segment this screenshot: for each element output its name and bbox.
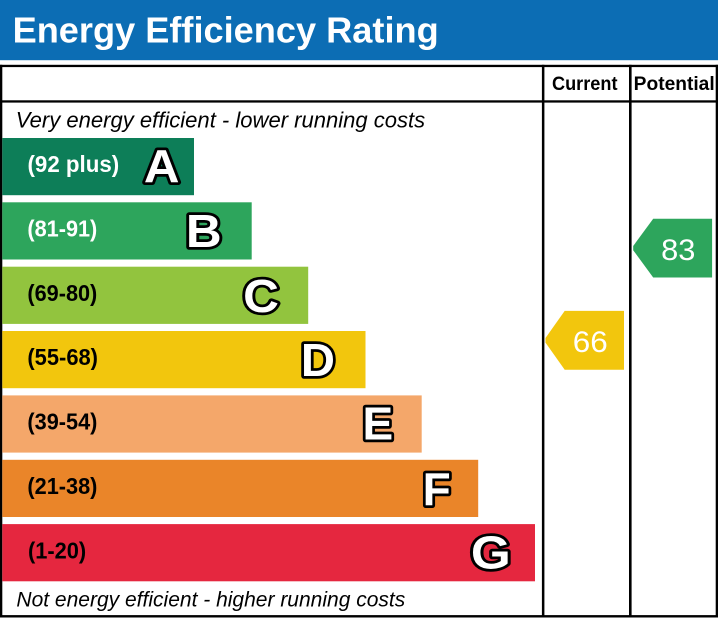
svg-text:A: A xyxy=(144,140,180,192)
svg-text:B: B xyxy=(186,205,222,257)
svg-text:F: F xyxy=(423,463,451,515)
svg-text:(39-54): (39-54) xyxy=(27,409,97,435)
svg-text:(21-38): (21-38) xyxy=(27,473,97,499)
svg-text:(1-20): (1-20) xyxy=(28,537,86,563)
svg-text:Very energy efficient - lower: Very energy efficient - lower running co… xyxy=(16,108,425,133)
svg-text:(81-91): (81-91) xyxy=(27,216,97,242)
svg-text:(55-68): (55-68) xyxy=(27,344,98,370)
svg-text:Potential: Potential xyxy=(634,74,715,95)
svg-text:C: C xyxy=(243,270,279,322)
svg-text:(92 plus): (92 plus) xyxy=(28,151,120,177)
svg-text:G: G xyxy=(471,527,511,579)
svg-text:E: E xyxy=(363,397,394,449)
svg-text:Current: Current xyxy=(552,74,618,95)
svg-text:Not energy efficient - higher: Not energy efficient - higher running co… xyxy=(16,589,405,612)
svg-text:83: 83 xyxy=(661,234,695,267)
svg-text:66: 66 xyxy=(573,326,608,359)
svg-text:D: D xyxy=(301,334,335,386)
svg-text:Energy Efficiency Rating: Energy Efficiency Rating xyxy=(13,9,439,50)
svg-text:(69-80): (69-80) xyxy=(27,280,97,306)
